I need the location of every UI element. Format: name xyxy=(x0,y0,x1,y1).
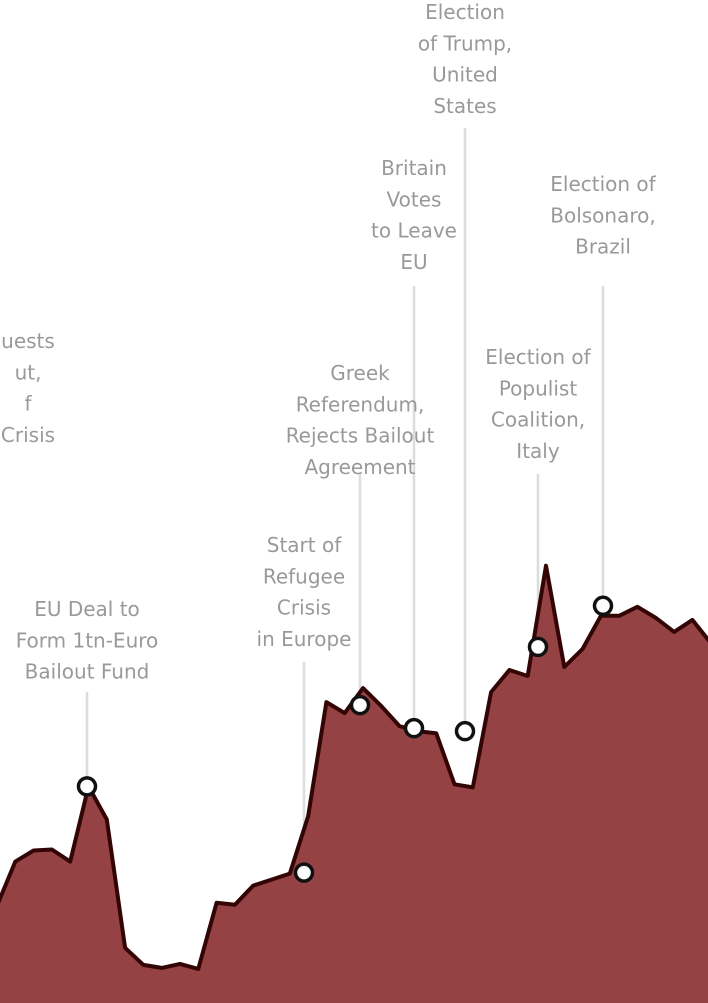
annotation-line: Rejects Bailout xyxy=(286,424,435,448)
annotation-line: Bolsonaro, xyxy=(550,203,655,227)
annotation-label: Start of Refugee Crisis in Europe xyxy=(257,533,352,651)
annotation-line: in Europe xyxy=(257,627,352,651)
area-series xyxy=(0,563,708,1003)
annotation-line: Form 1tn-Euro xyxy=(16,628,159,652)
annotation-line: ut, xyxy=(15,360,42,384)
annotation-line: Coalition, xyxy=(491,408,585,432)
annotation-label: Greek Referendum, Rejects Bailout Agreement xyxy=(286,361,435,479)
annotation-labels: EU Deal to Form 1tn-Euro Bailout Fund Start… xyxy=(1,0,657,684)
annotation-line: of Trump, xyxy=(418,31,512,55)
annotation-line: Crisis xyxy=(277,596,331,620)
annotation-line: Greek xyxy=(330,361,390,385)
event-marker xyxy=(527,636,549,658)
annotation-line: f xyxy=(24,392,32,416)
annotation-label: uests ut, f Crisis xyxy=(1,329,55,447)
annotation-line: Italy xyxy=(516,439,560,463)
event-markers xyxy=(76,595,614,883)
annotation-line: Refugee xyxy=(263,564,345,588)
annotation-line: United xyxy=(432,63,498,87)
annotation-line: Start of xyxy=(267,533,342,557)
annotation-line: Bailout Fund xyxy=(25,660,150,684)
annotation-line: Agreement xyxy=(304,455,415,479)
annotation-line: Populist xyxy=(499,376,577,400)
annotation-label: Election of Bolsonaro, Brazil xyxy=(550,172,656,259)
annotation-line: Britain xyxy=(381,156,447,180)
annotation-line: States xyxy=(433,94,496,118)
event-marker xyxy=(293,862,315,883)
annotation-line: Referendum, xyxy=(296,392,425,416)
annotation-label: Election of Populist Coalition, Italy xyxy=(485,345,591,463)
annotation-line: Election xyxy=(425,0,505,24)
annotation-label: Britain Votes to Leave EU xyxy=(371,156,457,274)
annotation-line: Brazil xyxy=(575,235,631,259)
event-marker xyxy=(592,595,614,617)
event-marker xyxy=(349,694,371,716)
annotation-label: EU Deal to Form 1tn-Euro Bailout Fund xyxy=(16,597,159,684)
annotation-line: Votes xyxy=(387,187,442,211)
annotation-label: Election of Trump, United States xyxy=(418,0,512,118)
annotation-line: Crisis xyxy=(1,423,55,447)
annotation-leaders xyxy=(85,128,605,864)
annotation-line: Election of xyxy=(550,172,656,196)
annotation-line: EU Deal to xyxy=(34,597,140,621)
annotation-line: Election of xyxy=(485,345,591,369)
annotation-line: EU xyxy=(400,250,427,274)
annotation-line: to Leave xyxy=(371,219,457,243)
event-marker xyxy=(403,717,425,739)
event-marker xyxy=(454,720,476,742)
annotation-line: uests xyxy=(1,329,55,353)
event-marker xyxy=(76,776,98,797)
